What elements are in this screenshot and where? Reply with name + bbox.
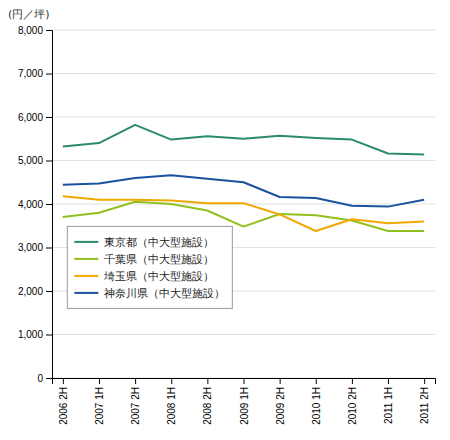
x-tick: 2007 1H xyxy=(94,378,105,425)
x-tick-mark xyxy=(388,378,389,384)
grid-line xyxy=(52,117,435,118)
x-axis: 2006 2H 2007 1H 2007 2H 2008 1H 2008 2H 2009 … xyxy=(53,378,436,425)
x-tick: 2010 1H xyxy=(311,378,322,425)
x-tick-mark xyxy=(207,378,208,384)
y-tick-mark xyxy=(46,291,52,292)
legend: 東京都（中大型施設） 千葉県（中大型施設） 埼玉県（中大型施設） 神奈川県（中大型施設… xyxy=(67,226,232,308)
y-axis-title: (円／坪) xyxy=(8,8,50,21)
legend-swatch xyxy=(74,292,98,294)
legend-swatch xyxy=(74,258,98,260)
x-tick: 2010 2H xyxy=(347,378,358,425)
x-tick-label: 2010 1H xyxy=(311,387,322,425)
y-tick-label: 0 xyxy=(37,373,43,384)
grid-line xyxy=(52,30,435,31)
y-tick-label: 3,000 xyxy=(18,242,43,253)
x-tick: 2011 1H xyxy=(383,378,394,424)
y-tick-mark xyxy=(46,378,52,379)
y-tick-label: 5,000 xyxy=(18,155,43,166)
x-tick-label: 2009 1H xyxy=(239,387,250,425)
y-tick-mark xyxy=(46,30,52,31)
y-tick: 3,000 xyxy=(18,242,52,253)
y-tick: 7,000 xyxy=(18,68,52,79)
y-tick-mark xyxy=(46,335,52,336)
y-tick: 8,000 xyxy=(18,25,52,36)
series-line xyxy=(63,175,424,206)
plot: 0 1,000 2,000 3,000 4,000 5,000 6,000 7,000 8,00… xyxy=(18,25,436,425)
legend-frame xyxy=(67,226,232,308)
y-tick-label: 6,000 xyxy=(18,112,43,123)
x-tick: 2008 2H xyxy=(202,378,213,425)
x-tick-label: 2007 1H xyxy=(94,387,105,425)
y-tick-mark xyxy=(46,248,52,249)
grid-line xyxy=(52,334,435,335)
x-tick-mark xyxy=(316,378,317,384)
x-tick: 2009 1H xyxy=(239,378,250,425)
x-tick-mark xyxy=(99,378,100,384)
y-tick: 6,000 xyxy=(18,112,52,123)
x-tick: 2006 2H xyxy=(58,378,69,425)
x-tick: 2007 2H xyxy=(130,378,141,425)
x-tick-label: 2010 2H xyxy=(347,387,358,425)
series-line xyxy=(63,125,424,155)
y-tick: 4,000 xyxy=(18,199,52,210)
x-tick-mark xyxy=(63,378,64,384)
x-tick: 2009 2H xyxy=(275,378,286,425)
legend-label: 千葉県（中大型施設） xyxy=(104,253,214,266)
legend-swatch xyxy=(74,275,98,277)
y-tick-label: 2,000 xyxy=(18,286,43,297)
x-tick-mark xyxy=(424,378,425,384)
x-tick-label: 2008 2H xyxy=(202,387,213,425)
lines xyxy=(63,125,424,231)
chart: 0 1,000 2,000 3,000 4,000 5,000 6,000 7,000 8,00… xyxy=(0,0,450,440)
legend-label: 埼玉県（中大型施設） xyxy=(103,270,214,283)
x-tick-mark xyxy=(244,378,245,384)
x-tick-label: 2011 1H xyxy=(383,387,394,424)
x-tick-label: 2011 2H xyxy=(419,387,430,424)
y-tick-label: 8,000 xyxy=(18,25,43,36)
y-tick: 0 xyxy=(37,373,52,384)
x-tick: 2008 1H xyxy=(166,378,177,425)
legend-label: 東京都（中大型施設） xyxy=(104,236,214,249)
x-tick-label: 2007 2H xyxy=(130,387,141,425)
x-tick-label: 2009 2H xyxy=(275,387,286,425)
x-tick-label: 2006 2H xyxy=(58,387,69,425)
y-axis-line xyxy=(46,31,53,379)
grid xyxy=(52,30,435,378)
y-tick-label: 7,000 xyxy=(18,68,43,79)
x-tick-mark xyxy=(280,378,281,384)
grid-line xyxy=(52,73,435,74)
y-tick-mark xyxy=(46,204,52,205)
grid-line xyxy=(52,160,435,161)
y-tick: 1,000 xyxy=(18,329,52,340)
x-tick: 2011 2H xyxy=(419,378,430,424)
x-tick-mark xyxy=(171,378,172,384)
x-tick-mark xyxy=(135,378,136,384)
y-tick-label: 1,000 xyxy=(18,329,43,340)
x-axis-line xyxy=(53,379,436,385)
y-tick-mark xyxy=(46,161,52,162)
y-tick-mark xyxy=(46,117,52,118)
legend-label: 神奈川県（中大型施設） xyxy=(104,287,225,300)
y-tick: 2,000 xyxy=(18,286,52,297)
y-axis: 0 1,000 2,000 3,000 4,000 5,000 6,000 7,000 8,00… xyxy=(18,25,53,384)
y-tick-mark xyxy=(46,74,52,75)
legend-swatch xyxy=(74,241,98,243)
x-tick-label: 2008 1H xyxy=(166,387,177,425)
x-tick-mark xyxy=(352,378,353,384)
y-tick-label: 4,000 xyxy=(18,199,43,210)
y-tick: 5,000 xyxy=(18,155,52,166)
series-line xyxy=(63,196,424,231)
